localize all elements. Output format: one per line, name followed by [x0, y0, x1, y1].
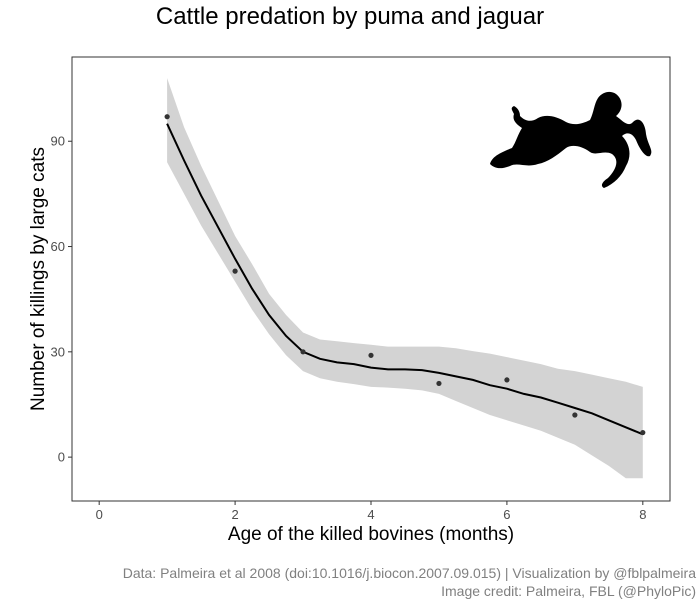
data-points [164, 114, 646, 436]
data-point [164, 114, 170, 120]
x-tick-label: 6 [503, 507, 510, 522]
y-tick-label: 0 [58, 450, 65, 465]
y-tick-label: 30 [51, 344, 65, 359]
x-tick-label: 4 [367, 507, 374, 522]
y-axis-title: Number of killings by large cats [28, 147, 49, 411]
data-point [640, 429, 646, 436]
x-tick-label: 0 [96, 507, 103, 522]
data-point [368, 352, 374, 358]
data-point [504, 377, 510, 383]
y-tick-label: 60 [51, 239, 65, 254]
data-point [232, 268, 238, 274]
x-tick-label: 2 [231, 507, 238, 522]
image-credit-caption: Image credit: Palmeira, FBL (@PhyloPic) [441, 583, 696, 599]
data-point [300, 349, 306, 355]
data-caption: Data: Palmeira et al 2008 (doi:10.1016/j… [123, 565, 696, 581]
y-tick-label: 90 [51, 134, 65, 149]
plot-area [164, 78, 646, 479]
big-cat-silhouette-icon [490, 91, 652, 188]
data-point [572, 412, 578, 418]
x-tick-label: 8 [639, 507, 646, 522]
confidence-band [167, 78, 643, 479]
data-point [436, 380, 442, 387]
x-axis-title: Age of the killed bovines (months) [228, 524, 514, 545]
axis-ticks: 0 2 4 6 8 0 30 60 90 [51, 134, 647, 522]
chart-title: Cattle predation by puma and jaguar [156, 3, 544, 30]
smooth-line [166, 123, 644, 436]
